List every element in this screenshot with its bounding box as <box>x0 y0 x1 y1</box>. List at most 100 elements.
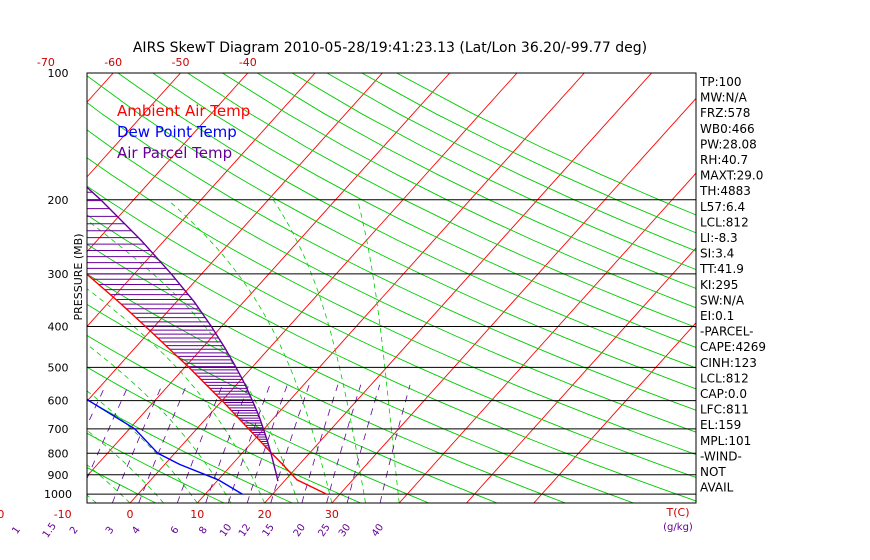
isotherm-line <box>466 247 696 503</box>
series-point <box>235 366 237 368</box>
mixing-ratio-tick-label: 10 <box>218 522 234 539</box>
dry-adiabat-line <box>291 73 696 271</box>
moist-adiabat-line <box>357 199 400 503</box>
mixing-ratio-line <box>326 384 362 503</box>
pressure-tick-label: 1000 <box>44 488 72 501</box>
pressure-tick-label: 900 <box>48 469 69 482</box>
mixing-ratio-tick-label: 8 <box>197 525 210 537</box>
mixing-ratio-line <box>270 384 310 503</box>
series-point <box>32 72 33 73</box>
top-temp-tick-label: -60 <box>104 56 122 69</box>
pressure-tick-label: 700 <box>48 423 69 436</box>
index-label: CAPE:4269 <box>700 340 766 354</box>
pressure-tick-label: 100 <box>48 67 69 80</box>
plot-frame <box>86 72 697 504</box>
pressure-tick-label: 500 <box>48 361 69 374</box>
dry-adiabat-line <box>87 157 696 456</box>
series-point <box>270 452 272 454</box>
dry-adiabat-line <box>87 101 696 411</box>
index-label: SI:3.4 <box>700 247 734 261</box>
mixing-ratio-unit-label: (g/kg) <box>663 522 693 533</box>
dry-adiabat-line <box>0 73 19 503</box>
mixing-ratio-tick-label: 1 <box>10 525 23 537</box>
series-point <box>33 199 34 200</box>
top-temp-tick-label: -40 <box>239 56 257 69</box>
mixing-ratio-tick-label: 1.5 <box>41 521 59 540</box>
mixing-ratio-tick-label: 12 <box>237 522 253 539</box>
index-label: LI:-8.3 <box>700 231 738 245</box>
index-label: MPL:101 <box>700 434 751 448</box>
pressure-tick-label: 400 <box>48 321 69 334</box>
index-label: TP:100 <box>699 75 742 89</box>
dry-adiabat-line <box>87 334 429 503</box>
isotherm-line <box>331 97 696 503</box>
mixing-ratio-line <box>111 384 163 503</box>
series-point <box>296 479 298 481</box>
index-label: LCL:812 <box>700 215 749 229</box>
series-point <box>157 452 159 454</box>
top-temp-tick-label: -70 <box>37 56 55 69</box>
mixing-ratio-tick-label: 25 <box>316 522 332 539</box>
dry-adiabat-line <box>87 129 696 433</box>
mixing-ratio-tick-label: 30 <box>337 522 353 539</box>
bottom-temp-tick-label: 0 <box>127 508 134 521</box>
isotherm-line <box>129 73 518 503</box>
series-point <box>244 384 246 386</box>
pressure-tick-label: 200 <box>48 194 69 207</box>
moist-adiabat-line <box>87 219 299 503</box>
series-point <box>118 301 120 303</box>
pressure-tick-label: 600 <box>48 395 69 408</box>
dry-adiabat-line <box>87 366 361 503</box>
pressure-tick-label: 300 <box>48 268 69 281</box>
moist-adiabat-line <box>167 199 333 503</box>
dry-adiabat-line <box>222 73 696 309</box>
bottom-temp-tick-label: 30 <box>325 508 339 521</box>
index-label: MW:N/A <box>700 91 748 105</box>
mixing-ratio-line <box>176 384 223 503</box>
y-axis-label: PRESSURE (MB) <box>72 234 85 321</box>
series-point <box>140 239 143 242</box>
dry-adiabat-line <box>187 73 696 328</box>
legend-entry: Ambient Air Temp <box>117 102 250 120</box>
index-label: TH:4883 <box>699 184 751 198</box>
moist-adiabat-line <box>87 288 265 503</box>
mixing-ratio-line <box>0 385 24 503</box>
series-point <box>251 400 253 402</box>
series-point <box>188 366 190 368</box>
index-label: CAP:0.0 <box>700 387 747 401</box>
series-point <box>88 400 90 402</box>
isotherm-line <box>0 73 46 503</box>
index-label: PW:28.08 <box>700 137 757 151</box>
mixing-ratio-line <box>301 384 339 503</box>
index-label: FRZ:578 <box>700 106 750 120</box>
mixing-ratio-tick-label: 2 <box>68 525 81 537</box>
mixing-ratio-line <box>379 384 411 503</box>
series-point <box>275 474 278 476</box>
isotherm-line <box>398 172 696 503</box>
mixing-ratio-line <box>346 384 381 503</box>
series-point <box>6 326 7 327</box>
mixing-ratio-tick-label: 6 <box>169 525 182 537</box>
series-line-1 <box>87 273 327 495</box>
series-point <box>277 480 279 482</box>
index-label: NOT <box>700 465 726 479</box>
index-label: LFC:811 <box>700 403 749 417</box>
index-label: SW:N/A <box>700 293 745 307</box>
index-label: AVAIL <box>700 481 734 495</box>
dry-adiabat-line <box>87 432 225 503</box>
isotherm-line <box>87 73 316 328</box>
bottom-temp-tick-label: -10 <box>54 508 72 521</box>
series-point <box>247 428 250 430</box>
series-point <box>170 273 172 275</box>
index-label: EI:0.1 <box>700 309 734 323</box>
moist-adiabat-line <box>272 199 366 503</box>
chart-title: AIRS SkewT Diagram 2010-05-28/19:41:23.1… <box>133 40 647 56</box>
index-label: CINH:123 <box>700 356 757 370</box>
moist-adiabat-line <box>87 464 131 503</box>
isotherm-line <box>87 73 249 253</box>
dry-adiabat-line <box>87 466 157 503</box>
bottom-temp-tick-label: -20 <box>0 508 4 521</box>
series-point <box>100 199 102 201</box>
